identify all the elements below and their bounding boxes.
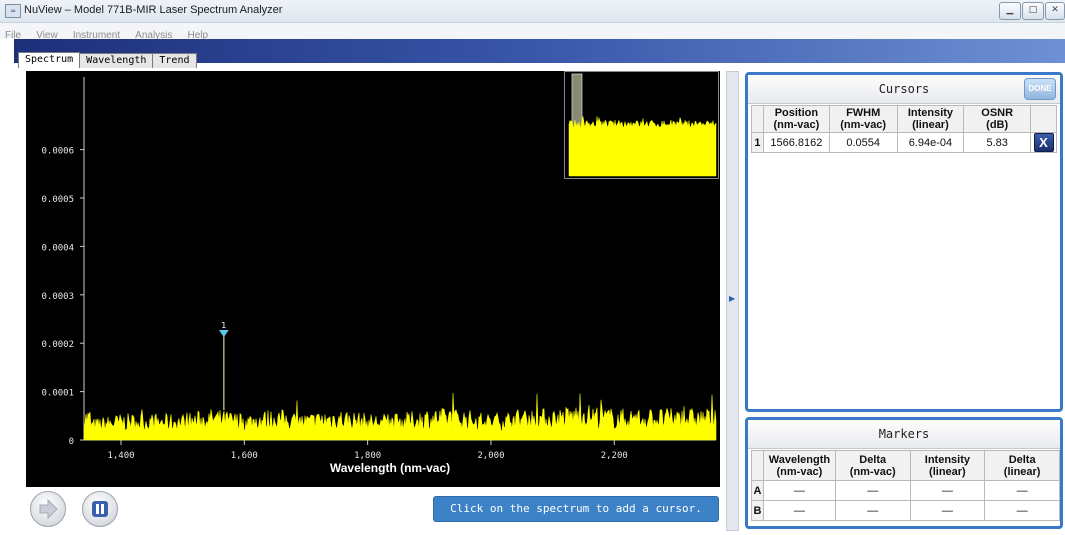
- y-tick-label: 0.0002: [41, 340, 74, 350]
- cell-intensity: 6.94e-04: [896, 132, 965, 153]
- cursors-panel: Cursors DONE Position (nm-vac) FWHM (nm-va…: [745, 72, 1063, 412]
- y-tick-label: 0.0003: [41, 292, 74, 302]
- cursor-triangle-icon: [218, 329, 229, 337]
- table-cell: —: [909, 480, 986, 501]
- tab-spectrum[interactable]: Spectrum: [18, 52, 81, 68]
- expand-arrow-icon[interactable]: ▶: [729, 294, 736, 303]
- overview-chart: [568, 73, 717, 177]
- tab-strip: Spectrum Wavelength Trend: [18, 49, 197, 68]
- maximize-button[interactable]: □: [1022, 2, 1044, 20]
- table-row[interactable]: 1 1566.8162 0.0554 6.94e-04 5.83 X: [751, 132, 1057, 153]
- y-tick-label: 0.0004: [41, 243, 74, 253]
- x-tick-label: 2,200: [601, 451, 628, 461]
- markers-title: Markers: [878, 427, 930, 441]
- col-wavelength: Wavelength (nm-vac): [762, 450, 836, 481]
- x-tick-label: 1,800: [354, 451, 381, 461]
- x-tick-label: 1,400: [107, 451, 134, 461]
- row-header-corner: [751, 105, 764, 133]
- row-index: 1: [751, 132, 764, 153]
- y-tick-label: 0.0001: [41, 389, 74, 399]
- x-axis-title: Wavelength (nm-vac): [330, 461, 450, 475]
- delete-cursor-button[interactable]: X: [1033, 133, 1054, 152]
- close-button[interactable]: ✕: [1045, 2, 1065, 20]
- y-tick-label: 0.0006: [41, 147, 74, 157]
- menu-instrument[interactable]: Instrument: [72, 30, 121, 41]
- cursors-table: Position (nm-vac) FWHM (nm-vac) Intensity(…: [751, 105, 1057, 153]
- tab-wavelength[interactable]: Wavelength: [79, 53, 154, 68]
- x-tick-label: 2,000: [477, 451, 504, 461]
- pause-button[interactable]: [82, 491, 118, 527]
- minimize-button[interactable]: ▁: [999, 2, 1021, 20]
- row-index: B: [751, 500, 764, 521]
- overview-inset[interactable]: [564, 71, 719, 179]
- col-position: Position (nm-vac): [762, 105, 830, 133]
- col-intensity: Intensity (linear): [896, 105, 965, 133]
- markers-table: Wavelength (nm-vac) Delta (nm-vac) Intensi…: [751, 450, 1060, 521]
- col-delta-linear: Delta (linear): [984, 450, 1060, 481]
- status-hint: Click on the spectrum to add a cursor.: [433, 496, 719, 522]
- window-title: NuView – Model 771B-MIR Laser Spectrum A…: [24, 4, 283, 16]
- col-osnr: OSNR (dB): [963, 105, 1032, 133]
- pause-icon: [92, 501, 108, 517]
- app-icon: ≈: [5, 4, 21, 18]
- menu-view[interactable]: View: [36, 30, 58, 41]
- y-tick-label: 0: [69, 437, 74, 447]
- menu-file[interactable]: File: [5, 30, 22, 41]
- col-delta-nm: Delta (nm-vac): [834, 450, 911, 481]
- menu-help[interactable]: Help: [187, 30, 209, 41]
- row-index: A: [751, 480, 764, 501]
- markers-header: Markers: [748, 420, 1060, 449]
- cell-position: 1566.8162: [762, 132, 830, 153]
- table-cell: —: [984, 480, 1060, 501]
- cell-osnr: 5.83: [963, 132, 1032, 153]
- cell-fwhm: 0.0554: [828, 132, 898, 153]
- cursors-header: Cursors DONE: [748, 75, 1060, 104]
- col-intensity: Intensity (linear): [909, 450, 986, 481]
- table-cell: —: [762, 480, 836, 501]
- title-bar: ≈ NuView – Model 771B-MIR Laser Spectrum…: [0, 0, 1065, 23]
- menu-analysis[interactable]: Analysis: [135, 30, 173, 41]
- table-cell: —: [762, 500, 836, 521]
- table-cell: —: [834, 500, 911, 521]
- table-row[interactable]: B — — — —: [751, 500, 1060, 521]
- cursors-title: Cursors: [878, 82, 930, 96]
- arrow-right-icon: [39, 498, 58, 520]
- panel-splitter[interactable]: ▶: [726, 71, 739, 531]
- y-tick-label: 0.0005: [41, 195, 74, 205]
- done-button[interactable]: DONE: [1024, 78, 1056, 100]
- spectrum-trace: [83, 392, 717, 441]
- menu-bar: File View Instrument Analysis Help: [0, 23, 1065, 41]
- spectrum-chart[interactable]: 0 0.0001 0.0002 0.0003 0.0004 0.0005 0.0006 1,4…: [26, 71, 720, 487]
- delete-cell: X: [1030, 132, 1057, 153]
- col-delete: [1030, 105, 1057, 133]
- markers-panel: Markers Wavelength (nm-vac) Delta (nm-vac)…: [745, 417, 1063, 529]
- table-cell: —: [984, 500, 1060, 521]
- table-cell: —: [909, 500, 986, 521]
- row-header-corner: [751, 450, 764, 481]
- col-fwhm: FWHM (nm-vac): [828, 105, 898, 133]
- table-cell: —: [834, 480, 911, 501]
- tab-trend[interactable]: Trend: [152, 53, 197, 68]
- x-tick-label: 1,600: [231, 451, 258, 461]
- cursor-label: 1: [221, 321, 226, 330]
- table-row[interactable]: A — — — —: [751, 480, 1060, 501]
- run-button[interactable]: [30, 491, 66, 527]
- overview-trace: [568, 116, 717, 177]
